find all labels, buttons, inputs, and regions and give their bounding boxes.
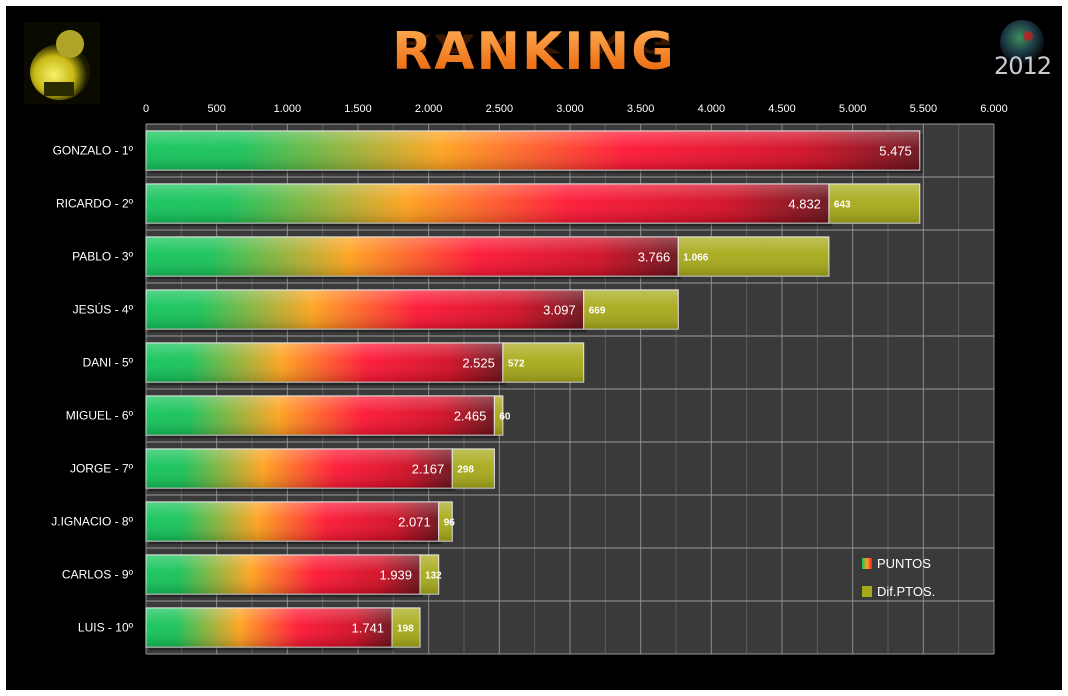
bar-puntos-label: 3.097 xyxy=(543,303,576,318)
category-label: MIGUEL - 6º xyxy=(66,409,134,423)
legend-swatch-puntos xyxy=(862,558,872,569)
category-label: GONZALO - 1º xyxy=(53,144,134,158)
category-labels: GONZALO - 1º RICARDO - 2º PABLO - 3º JESÚS … xyxy=(51,144,133,635)
bar-puntos-shine xyxy=(146,448,453,489)
category-label: RICARDO - 2º xyxy=(56,197,134,211)
category-label: CARLOS - 9º xyxy=(62,568,134,582)
bar-dif-shine xyxy=(438,501,453,542)
category-label: PABLO - 3º xyxy=(72,250,133,264)
bar-puntos-shine xyxy=(146,554,421,595)
bar-dif-label: 132 xyxy=(425,571,442,582)
legend-label-puntos: PUNTOS xyxy=(877,556,931,571)
bar-puntos-shine xyxy=(146,236,679,277)
category-label: J.IGNACIO - 8º xyxy=(51,515,133,529)
bar-dif-label: 669 xyxy=(589,306,606,317)
bar-puntos-label: 4.832 xyxy=(788,197,821,212)
category-label: JESÚS - 4º xyxy=(73,302,134,317)
bar-puntos-label: 1.939 xyxy=(379,568,412,583)
legend: PUNTOS Dif.PTOS. xyxy=(862,556,935,599)
x-tick-label: 6.000 xyxy=(980,103,1008,115)
x-tick-label: 3.500 xyxy=(627,103,655,115)
bar-puntos-label: 2.465 xyxy=(454,409,487,424)
bar-puntos-label: 1.741 xyxy=(352,621,385,636)
chart-title: RANKING xyxy=(0,22,1068,82)
bar-puntos-label: 2.525 xyxy=(462,356,495,371)
globe-logo-icon xyxy=(1000,20,1044,64)
bar-dif-label: 1.066 xyxy=(683,253,708,264)
category-label: DANI - 5º xyxy=(83,356,134,370)
x-tick-label: 500 xyxy=(207,103,225,115)
logo-year-text: 2012 xyxy=(994,52,1052,80)
bars: 5.475 4.832 643 3.766 1.066 3.097 669 2.525 572 2… xyxy=(145,130,923,651)
bar-puntos-shine xyxy=(146,289,584,330)
x-tick-label: 4.000 xyxy=(698,103,726,115)
bar-dif-shine xyxy=(828,183,920,224)
legend-label-dif: Dif.PTOS. xyxy=(877,584,935,599)
bar-puntos-shine xyxy=(146,183,829,224)
legend-swatch-dif xyxy=(862,586,872,597)
x-tick-label: 0 xyxy=(143,103,149,115)
x-tick-label: 5.000 xyxy=(839,103,867,115)
category-label: JORGE - 7º xyxy=(70,462,134,476)
x-tick-label: 4.500 xyxy=(768,103,796,115)
bar-puntos-label: 2.071 xyxy=(398,515,431,530)
bar-dif-label: 60 xyxy=(499,412,511,423)
x-tick-label: 3.000 xyxy=(556,103,584,115)
bar-puntos-shine xyxy=(146,501,439,542)
x-tick-label: 2.000 xyxy=(415,103,443,115)
bar-dif-label: 298 xyxy=(457,465,474,476)
x-tick-label: 1.500 xyxy=(344,103,372,115)
bar-dif-label: 96 xyxy=(444,518,456,529)
bar-dif-shine xyxy=(502,342,584,383)
bar-puntos-shine xyxy=(146,395,495,436)
x-tick-label: 1.000 xyxy=(274,103,302,115)
x-axis-ticks: 0 500 1.000 1.500 2.000 2.500 3.000 3.500 4.000 4… xyxy=(143,103,1008,115)
bar-dif-label: 198 xyxy=(397,624,414,635)
bar-dif-shine xyxy=(494,395,503,436)
bar-dif-label: 643 xyxy=(834,200,851,211)
bar-dif-label: 572 xyxy=(508,359,525,370)
trophy-logo-icon xyxy=(24,22,100,104)
bar-puntos-label: 2.167 xyxy=(412,462,445,477)
bar-dif-shine xyxy=(678,236,829,277)
x-tick-label: 5.500 xyxy=(910,103,938,115)
bar-puntos-shine xyxy=(146,342,503,383)
category-label: LUIS - 10º xyxy=(78,621,134,635)
bar-dif-shine xyxy=(583,289,679,330)
bar-dif-shine xyxy=(420,554,439,595)
x-tick-label: 2.500 xyxy=(486,103,514,115)
bar-puntos-shine xyxy=(146,607,393,648)
bar-dif-shine xyxy=(392,607,421,648)
bar-puntos-label: 3.766 xyxy=(638,250,671,265)
bar-puntos-shine xyxy=(146,130,920,171)
bar-puntos-label: 5.475 xyxy=(879,144,912,159)
bar-dif-shine xyxy=(452,448,495,489)
